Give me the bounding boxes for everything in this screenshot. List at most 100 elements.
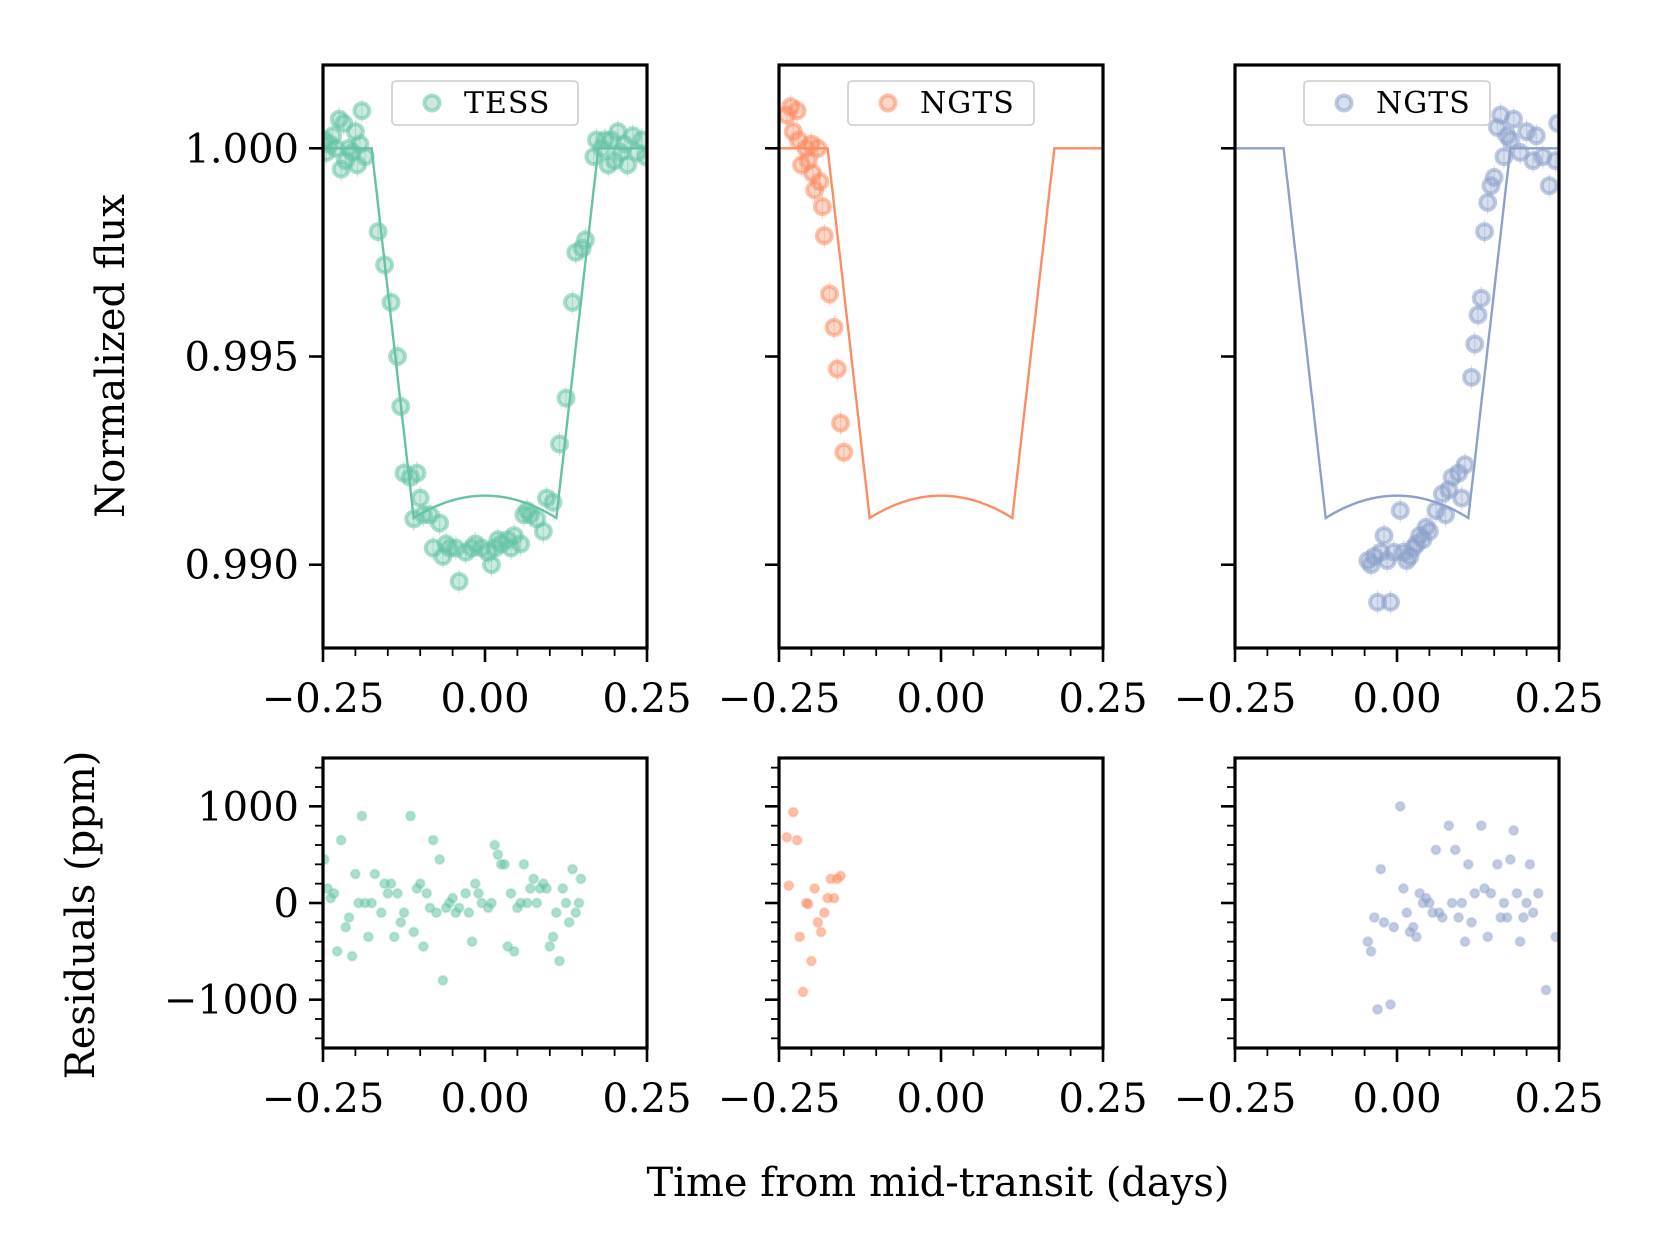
data-point	[787, 101, 807, 121]
data-point	[1526, 126, 1546, 146]
data-layer	[1362, 800, 1559, 1015]
x-tick-label: 0.25	[602, 1076, 691, 1122]
x-tick-label: −0.25	[262, 1076, 385, 1122]
data-point	[543, 492, 563, 512]
data-layer	[1235, 102, 1559, 615]
residual-point	[328, 887, 340, 899]
x-axis-label: Time from mid-transit (days)	[647, 1160, 1230, 1206]
data-point	[533, 521, 553, 541]
data-point	[556, 388, 576, 408]
residual-point	[408, 926, 420, 938]
residual-point	[1550, 931, 1559, 943]
data-point	[827, 359, 847, 379]
data-point	[1455, 455, 1475, 475]
data-layer	[779, 94, 1103, 521]
y-tick-label: 1000	[197, 784, 299, 830]
residual-point	[343, 912, 355, 923]
residual-point	[573, 897, 585, 909]
residual-point	[1362, 936, 1374, 948]
data-point	[388, 347, 408, 366]
data-point	[575, 230, 595, 250]
residual-point	[1456, 897, 1468, 909]
residual-point	[1436, 912, 1448, 923]
data-layer	[323, 810, 587, 986]
residual-point	[398, 907, 410, 919]
residual-point	[835, 870, 847, 882]
residual-point	[1508, 825, 1520, 836]
residual-point	[521, 897, 533, 909]
residual-point	[369, 868, 381, 880]
x-tick-label: 0.00	[896, 1076, 985, 1122]
residual-point	[1372, 1003, 1384, 1015]
residual-point	[1517, 912, 1529, 923]
residual-point	[1527, 907, 1539, 919]
panel-top-middle: −0.25 0.00 0.25 NGTS	[718, 63, 1148, 722]
data-point	[381, 292, 401, 312]
residual-point	[505, 887, 517, 899]
y-tick-label: 0.990	[184, 543, 299, 589]
x-tick-label: 0.00	[1352, 676, 1441, 722]
residual-point	[1514, 936, 1526, 948]
residual-point	[1498, 897, 1510, 909]
x-tick-label: 0.00	[440, 1076, 529, 1122]
x-tick-label: 0.25	[1514, 1076, 1603, 1122]
x-tick-label: 0.00	[896, 676, 985, 722]
legend-marker	[422, 93, 442, 113]
data-point	[812, 197, 832, 217]
residual-point	[550, 907, 562, 919]
legend-label: NGTS	[1376, 86, 1471, 121]
y-tick-label: 1.000	[184, 126, 299, 172]
residual-point	[1524, 858, 1536, 870]
data-point	[1484, 167, 1504, 187]
legend-label: NGTS	[920, 86, 1015, 121]
residual-point	[1511, 887, 1523, 899]
residual-point	[1407, 921, 1419, 933]
residual-point	[375, 907, 387, 919]
data-point	[562, 292, 582, 312]
x-tick-label: 0.25	[602, 676, 691, 722]
residual-point	[1501, 912, 1513, 923]
model-line	[1235, 147, 1559, 521]
data-point	[618, 155, 638, 175]
residual-point	[828, 892, 840, 904]
residual-point	[1443, 820, 1455, 832]
legend-marker	[1334, 93, 1354, 113]
residual-point	[1521, 897, 1533, 909]
x-tick-label: −0.25	[1174, 1076, 1297, 1122]
residual-point	[362, 931, 374, 943]
residual-point	[1378, 916, 1390, 928]
data-point	[352, 101, 372, 121]
residual-point	[388, 931, 400, 943]
x-tick-label: 0.25	[1514, 676, 1603, 722]
residual-point	[1459, 936, 1471, 948]
data-point	[511, 534, 531, 554]
axes-frame	[1233, 756, 1561, 1050]
data-point	[1381, 592, 1401, 612]
residual-point	[1394, 800, 1406, 812]
data-layer	[781, 806, 847, 998]
residual-point	[356, 810, 368, 822]
residual-point	[366, 897, 378, 909]
y-tick-label: −1000	[164, 978, 299, 1024]
data-point	[1471, 288, 1491, 308]
data-point	[810, 172, 830, 192]
data-point	[831, 413, 851, 433]
residual-point	[1453, 912, 1465, 923]
y-tick-label: 0.995	[184, 335, 299, 381]
residual-point	[434, 854, 446, 865]
data-point	[834, 442, 854, 462]
residual-point	[1375, 863, 1387, 875]
data-point	[1468, 305, 1488, 325]
residual-point	[1466, 916, 1478, 928]
data-point	[1478, 192, 1498, 212]
panel-bottom-right: −0.25 0.00 0.25	[1174, 756, 1604, 1122]
residual-point	[1482, 931, 1494, 943]
residual-point	[489, 839, 501, 851]
residual-point	[566, 863, 578, 875]
data-point	[1500, 130, 1520, 150]
legend-marker	[878, 93, 898, 113]
residual-point	[430, 907, 442, 919]
residual-point	[1430, 844, 1442, 856]
data-point	[1374, 526, 1394, 546]
